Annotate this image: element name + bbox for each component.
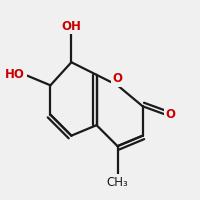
Text: CH₃: CH₃ <box>107 176 128 189</box>
Text: O: O <box>113 72 123 85</box>
Text: HO: HO <box>5 68 25 81</box>
Text: O: O <box>166 108 176 121</box>
Text: OH: OH <box>61 20 81 33</box>
Text: O: O <box>113 72 123 85</box>
